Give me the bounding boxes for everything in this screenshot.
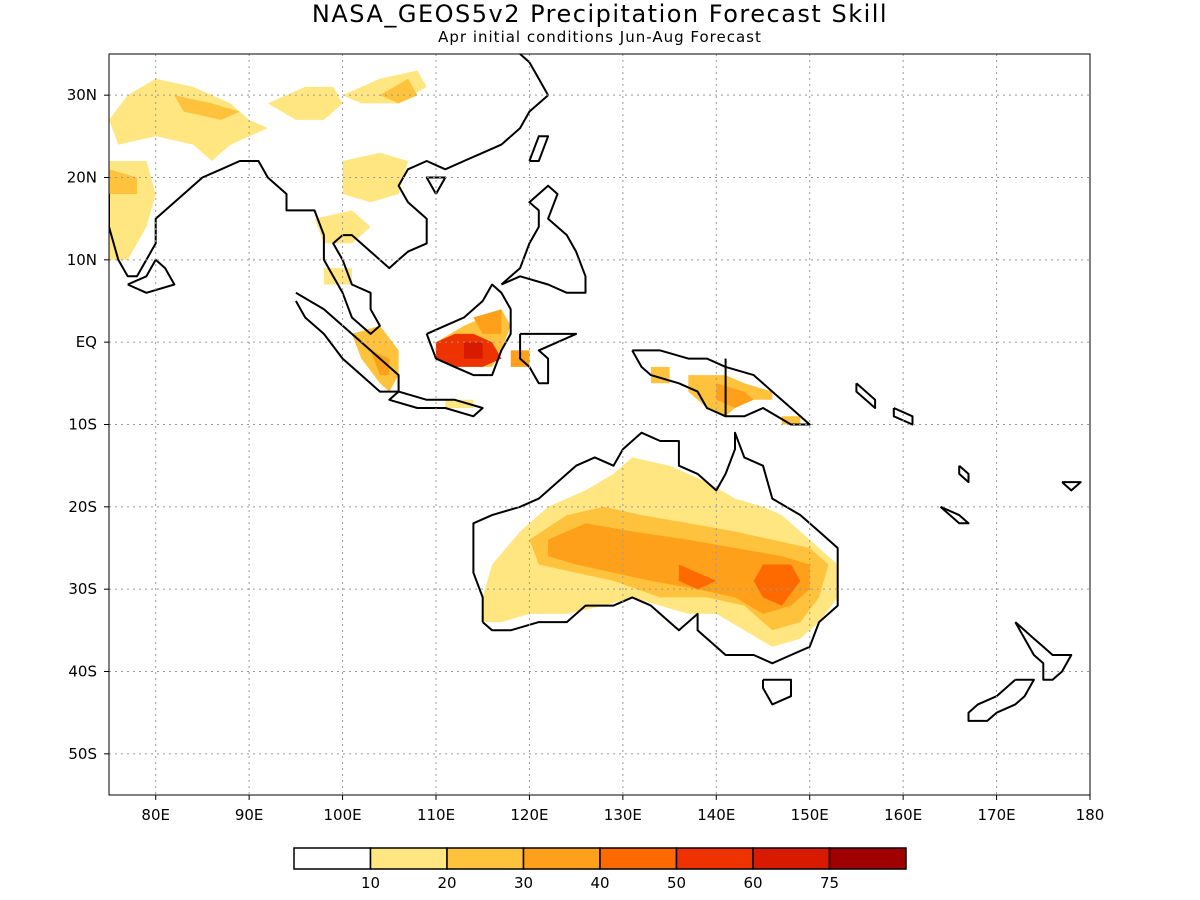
coastline-15 [967,678,1035,722]
coastline-18 [958,464,970,484]
colorbar-swatch [599,847,678,870]
lon-tick-label: 130E [604,806,642,824]
coastline-14 [1014,621,1073,681]
skill-region-8 [314,210,371,244]
coastline-20 [1061,481,1082,492]
lat-tick-label: EQ [76,333,97,351]
colorbar-swatch [675,847,754,870]
lat-tick-label: 50S [68,745,97,763]
colorbar-swatch [752,847,831,870]
coastline-8 [528,135,550,162]
axis-ticks: 30N 20N 10N EQ 10S 20S 30S 40S 50S 80E 90E 100E 110E… [67,86,1105,824]
lon-tick-label: 90E [235,806,264,824]
skill-region-5 [342,70,427,104]
lon-tick-label: 150E [791,806,829,824]
lat-tick-label: 30S [68,580,97,598]
skill-region-12 [445,399,474,408]
lon-tick-label: 160E [884,806,922,824]
coastline-2 [127,258,176,294]
coastline-3 [295,291,400,393]
colorbar-swatch [522,847,601,870]
lat-tick-label: 30N [67,86,97,104]
colorbar-label: 30 [514,874,533,892]
skill-region-1 [174,95,240,120]
coastline-1 [109,54,550,335]
gridline-layer [109,54,1090,795]
coastline-9 [425,176,447,195]
skill-region-11 [370,350,390,376]
lat-tick-label: 20S [68,498,97,516]
map-subtitle: Apr initial conditions Jun-Aug Forecast [438,28,762,46]
coastline-layer [109,54,1082,722]
colorbar-label: 60 [743,874,762,892]
colorbar-swatch [369,847,448,870]
skill-region-7 [342,152,408,203]
lon-tick-label: 110E [417,806,455,824]
lat-tick-label: 20N [67,169,97,187]
lon-tick-label: 80E [141,806,170,824]
lat-tick-label: 10S [68,416,97,434]
colorbar-label: 50 [667,874,686,892]
coastline-10 [631,349,811,426]
lon-tick-label: 180 [1076,806,1105,824]
coastline-17 [892,407,914,426]
coastline-12 [472,431,839,665]
coastline-19 [939,505,970,525]
coastline-5 [425,283,512,377]
map-title: NASA_GEOS5v2 Precipitation Forecast Skil… [311,0,889,28]
skill-region-16 [464,342,483,359]
skill-region-0 [109,78,268,161]
lat-tick-label: 40S [68,663,97,681]
colorbar-swatch [446,847,525,870]
coastline-7 [500,184,587,294]
lon-tick-label: 120E [510,806,548,824]
colorbar: 10 20 30 40 50 60 75 [293,847,907,892]
coastline-4 [388,390,484,418]
skill-region-6 [379,78,418,104]
skill-region-3 [109,169,137,194]
skill-shading-layer [109,70,838,647]
colorbar-label: 10 [361,874,380,892]
lon-tick-label: 100E [324,806,362,824]
colorbar-label: 20 [437,874,456,892]
lat-tick-label: 10N [67,251,97,269]
skill-region-4 [267,86,343,120]
colorbar-swatch [828,847,907,870]
skill-region-14 [473,309,502,334]
coastline-13 [762,678,792,706]
colorbar-label: 75 [820,874,839,892]
map-frame [108,53,1091,796]
lon-tick-label: 170E [978,806,1016,824]
skill-region-26 [753,564,801,606]
colorbar-swatch [293,847,372,870]
skill-region-25 [678,564,717,590]
coastline-6 [519,332,578,385]
lon-tick-label: 140E [697,806,735,824]
coastline-16 [855,382,877,409]
colorbar-label: 40 [590,874,609,892]
